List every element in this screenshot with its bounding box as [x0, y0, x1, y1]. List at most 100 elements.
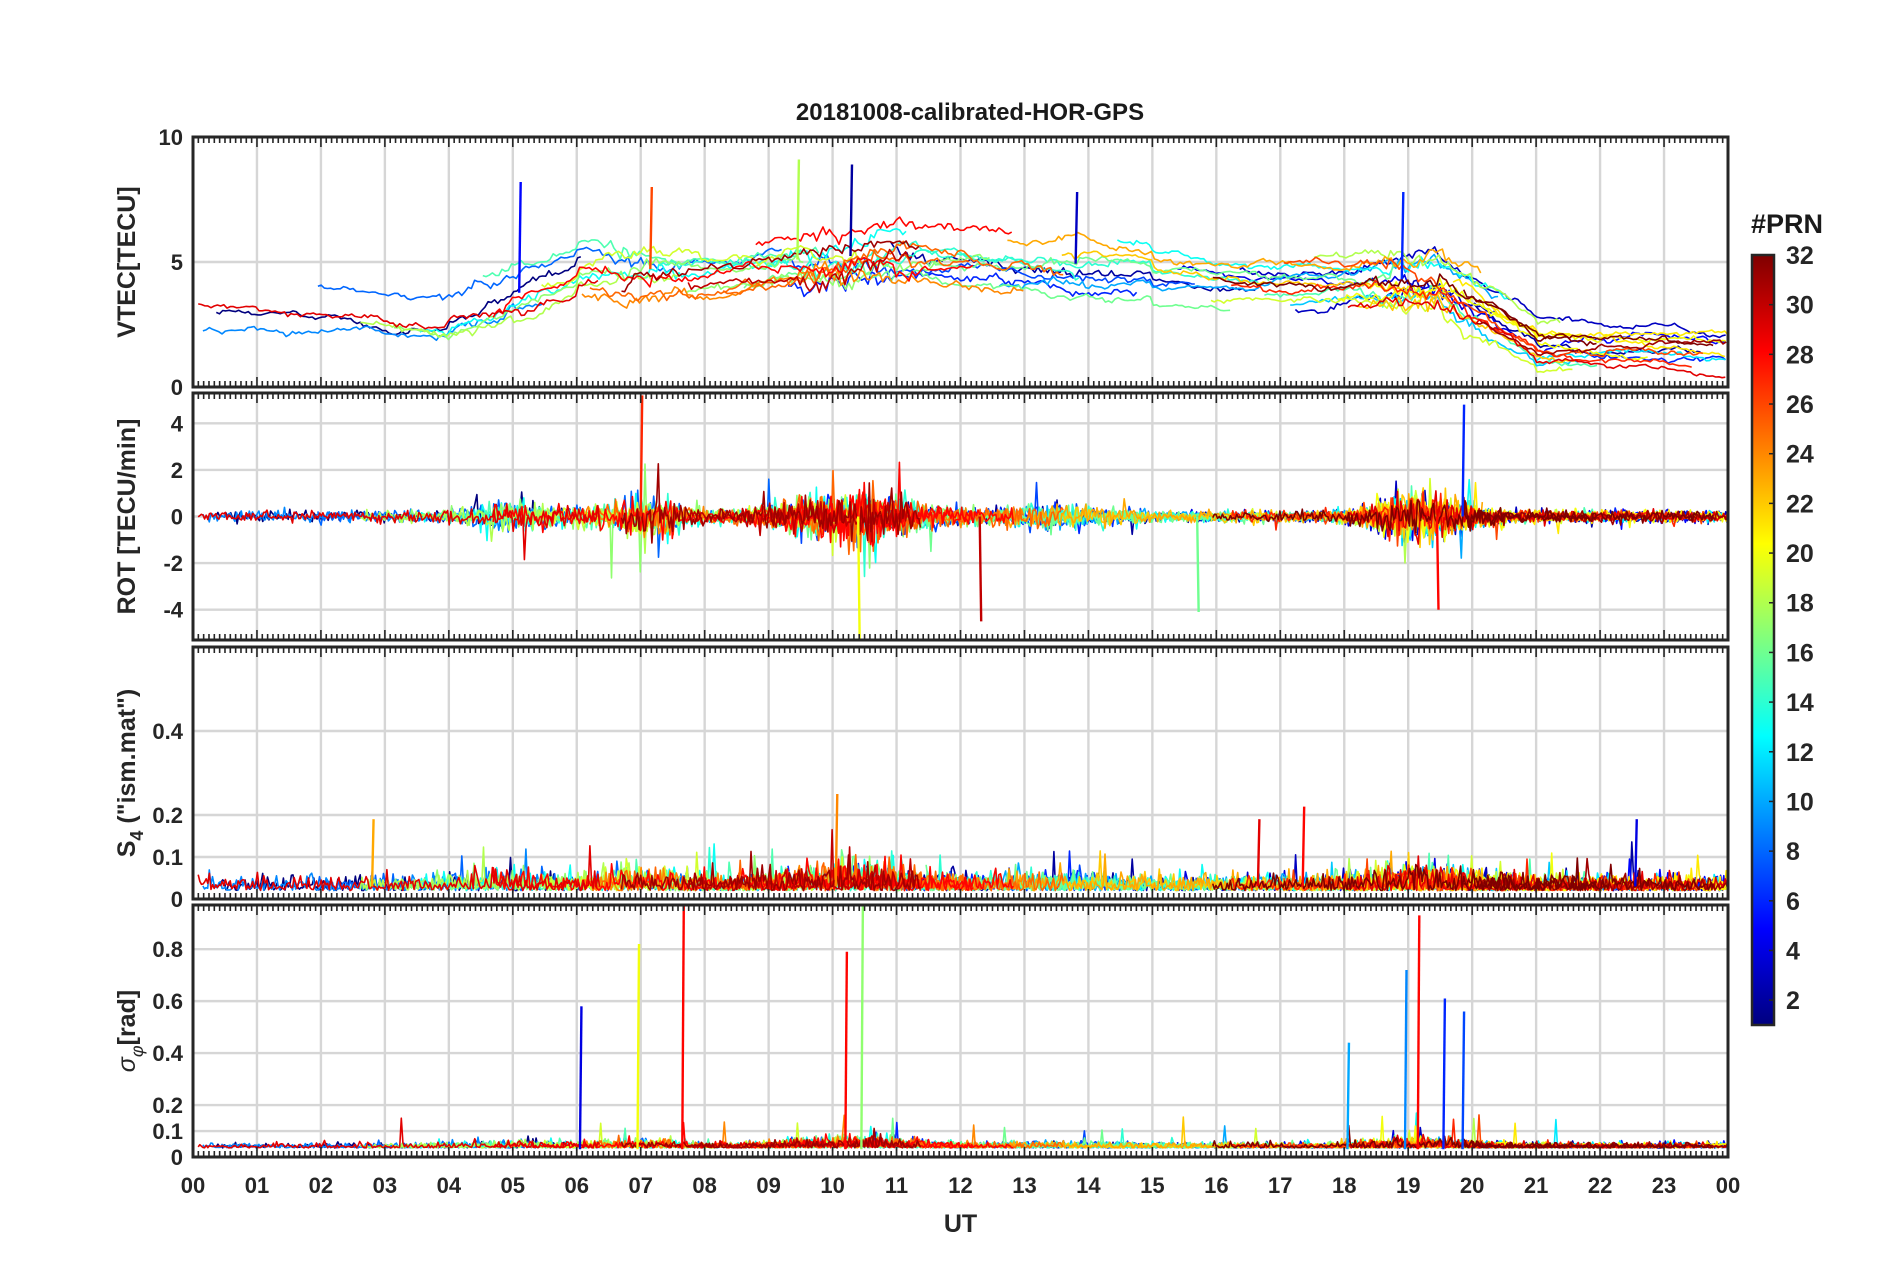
x-tick-label: 05	[501, 1173, 525, 1198]
x-tick-label: 20	[1460, 1173, 1484, 1198]
peak-mark	[1461, 1011, 1466, 1150]
peak-mark	[1195, 516, 1200, 613]
series-line-prn	[541, 245, 859, 288]
series-line-prn	[1476, 508, 1728, 527]
y-tick-label: 0.4	[152, 1041, 183, 1066]
series-line-prn	[1476, 321, 1727, 356]
colorbar-tick-label: 2	[1786, 987, 1800, 1015]
panel-sigma_phi: 00.10.2 0.4 0.6 0.8 σφ[rad]	[113, 903, 1730, 1170]
x-tick-label: 00	[181, 1173, 205, 1198]
x-tick-label: 17	[1268, 1173, 1292, 1198]
colorbar-gradient	[1750, 253, 1776, 1027]
series-line-prn	[755, 216, 1013, 246]
peak-mark	[834, 793, 839, 887]
series-line-prn	[393, 253, 804, 341]
x-tick-label: 23	[1652, 1173, 1676, 1198]
series-line-prn	[198, 278, 599, 330]
peak-mark	[849, 164, 854, 257]
series-line-prn	[1212, 857, 1597, 892]
series-line-prn	[1210, 296, 1573, 373]
y-tick-label: -2	[163, 551, 183, 576]
colorbar-tick-label: 16	[1786, 639, 1814, 667]
colorbar-tick-label: 10	[1786, 788, 1814, 816]
peak-mark	[1442, 998, 1447, 1150]
x-tick-label: 22	[1588, 1173, 1612, 1198]
series-line-prn	[197, 503, 601, 561]
series-line-prn	[581, 260, 1024, 309]
colorbar-tick-label: 22	[1786, 490, 1814, 518]
y-tick-label: 0.6	[152, 989, 183, 1014]
peak-mark	[1461, 404, 1466, 517]
panel-s4: 0 0.1 0.2 0.4S4 ("ism.mat")	[113, 645, 1730, 912]
peak-mark	[1403, 969, 1408, 1150]
colorbar-tick-label: 20	[1786, 540, 1814, 568]
y-tick-label: 0	[171, 375, 183, 400]
x-tick-label: 10	[820, 1173, 844, 1198]
y-tick-label: 10	[159, 125, 183, 150]
x-tick-label: 19	[1396, 1173, 1420, 1198]
series-line-prn	[998, 253, 1499, 300]
series-line-prn	[687, 248, 913, 294]
y-axis-label: ROT [TECU/min]	[113, 419, 141, 615]
chart-title: 20181008-calibrated-HOR-GPS	[796, 99, 1144, 126]
y-axis-label: S4 ("ism.mat")	[113, 689, 147, 858]
colorbar-tick-label: 6	[1786, 888, 1800, 916]
x-tick-label: 09	[756, 1173, 780, 1198]
y-tick-label: 5	[171, 250, 183, 275]
peak-mark	[796, 159, 801, 260]
panel-rot: -4 -2 0 2 4 ROT [TECU/min]	[113, 391, 1730, 642]
series-line-prn	[620, 1127, 922, 1149]
peak-mark	[636, 943, 641, 1150]
colorbar-tick-label: 14	[1786, 689, 1814, 717]
x-tick-label: 12	[948, 1173, 972, 1198]
x-tick-label: 03	[373, 1173, 397, 1198]
series-line-prn	[1313, 249, 1561, 325]
peak-mark	[681, 905, 685, 1150]
y-tick-label: 0.2	[152, 803, 183, 828]
peak-mark	[844, 951, 849, 1150]
peak-mark	[649, 186, 654, 270]
series-line-prn	[317, 246, 782, 301]
x-tick-label: 13	[1012, 1173, 1036, 1198]
colorbar-tick-label: 18	[1786, 590, 1814, 618]
series-line-prn	[197, 845, 601, 892]
series-line-prn	[1337, 277, 1648, 361]
series-line-prn	[620, 463, 922, 544]
colorbar-tick-label: 24	[1786, 441, 1814, 469]
series-line-prn	[589, 240, 1064, 302]
x-tick-label: 11	[885, 1173, 908, 1198]
peak-mark	[1346, 1042, 1351, 1150]
y-tick-label: 0	[171, 887, 183, 912]
peak-mark	[856, 516, 861, 640]
colorbar-tick-label: 30	[1786, 292, 1814, 320]
series-line-prn	[589, 859, 1064, 892]
y-tick-label: 2	[171, 458, 183, 483]
colorbar-tick-label: 12	[1786, 739, 1814, 767]
series-group	[197, 395, 1728, 640]
colorbar-label: #PRN	[1751, 209, 1823, 239]
peak-mark	[370, 819, 375, 887]
series-line-prn	[659, 240, 1080, 281]
series-group	[197, 793, 1728, 892]
series-line-prn	[1283, 256, 1704, 358]
peak-mark	[639, 395, 644, 517]
x-tick-label: 01	[245, 1173, 269, 1198]
series-line-prn	[202, 303, 543, 342]
series-line-prn	[1476, 1141, 1728, 1149]
series-line-prn	[1239, 246, 1726, 339]
series-line-prn	[1347, 296, 1726, 379]
series-line-prn	[1264, 285, 1598, 368]
y-tick-label: 0	[171, 505, 183, 530]
x-tick-label: 15	[1140, 1173, 1164, 1198]
colorbar-tick-label: 28	[1786, 341, 1814, 369]
series-line-prn	[1452, 278, 1726, 358]
peak-mark	[1301, 806, 1306, 887]
x-tick-label: 16	[1204, 1173, 1228, 1198]
y-tick-label: 4	[171, 411, 184, 436]
y-tick-label: 0	[171, 1145, 183, 1170]
peak-mark	[1634, 819, 1638, 887]
peak-mark	[978, 516, 983, 622]
peak-mark	[1416, 915, 1421, 1150]
series-line-prn	[1117, 239, 1508, 300]
